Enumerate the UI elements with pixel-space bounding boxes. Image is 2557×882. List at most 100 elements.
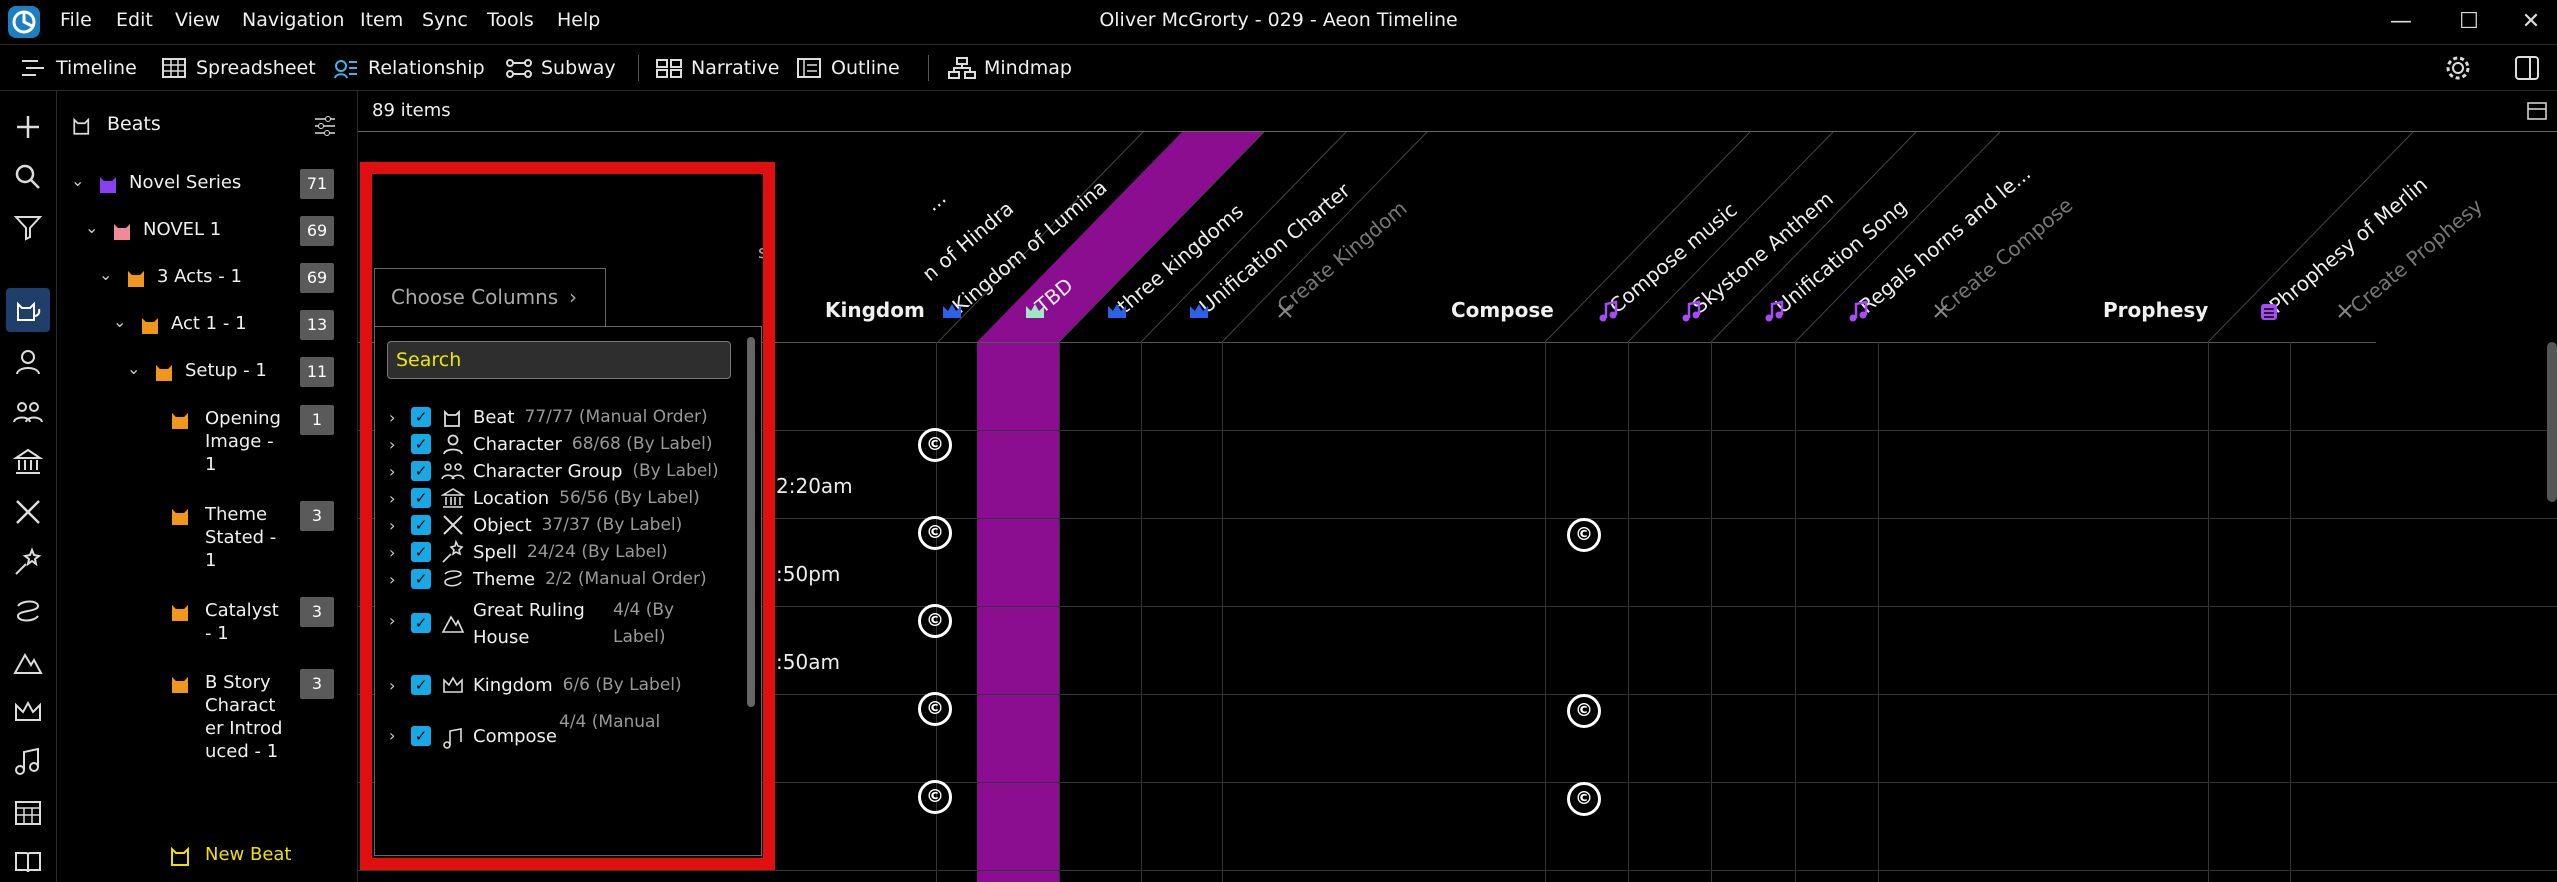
checkbox[interactable]: ✓ — [411, 515, 431, 535]
column-option-location[interactable]: › ✓ Location 56/56 (By Label) — [389, 486, 700, 510]
checkbox[interactable]: ✓ — [411, 461, 431, 481]
chevron-right-icon[interactable]: › — [389, 434, 396, 454]
panel-scrollbar[interactable] — [747, 337, 755, 707]
copyright-icon[interactable]: © — [918, 780, 952, 814]
column-header-prophesy[interactable]: Prophesy — [2103, 298, 2209, 322]
column-option-character-group[interactable]: › ✓ Character Group (By Label) — [389, 459, 719, 483]
chevron-right-icon[interactable]: › — [389, 726, 396, 745]
copyright-icon[interactable]: © — [918, 692, 952, 726]
character-group-icon[interactable] — [12, 396, 44, 428]
book-icon[interactable] — [12, 846, 44, 878]
chevron-right-icon[interactable]: › — [389, 488, 396, 508]
object-swords-icon[interactable] — [12, 496, 44, 528]
chevron-down-icon[interactable]: ⌄ — [99, 265, 113, 284]
view-relationship-button[interactable]: Relationship — [332, 53, 485, 83]
view-mindmap-button[interactable]: Mindmap — [948, 53, 1072, 83]
chevron-right-icon[interactable]: › — [389, 515, 396, 535]
chevron-down-icon[interactable]: ⌄ — [113, 312, 127, 331]
copyright-icon[interactable]: © — [1567, 782, 1601, 816]
checkbox[interactable]: ✓ — [411, 569, 431, 589]
chevron-down-icon[interactable]: ⌄ — [127, 359, 141, 378]
menu-sync[interactable]: Sync — [422, 9, 468, 31]
column-option-character[interactable]: › ✓ Character 68/68 (By Label) — [389, 432, 713, 456]
theme-icon[interactable] — [12, 596, 44, 628]
maximize-button[interactable]: ☐ — [2459, 9, 2479, 34]
minimize-button[interactable]: — — [2390, 9, 2412, 34]
compose-music-icon[interactable] — [12, 746, 44, 778]
tree-item-3-acts[interactable]: ⌄ 3 Acts - 1 — [99, 265, 242, 289]
chevron-down-icon[interactable]: ⌄ — [85, 218, 99, 237]
view-subway-button[interactable]: Subway — [505, 53, 616, 83]
character-icon[interactable] — [12, 346, 44, 378]
chevron-down-icon[interactable]: ⌄ — [71, 171, 85, 190]
menu-navigation[interactable]: Navigation — [242, 9, 345, 31]
menu-view[interactable]: View — [175, 9, 221, 31]
copyright-icon[interactable]: © — [918, 428, 952, 462]
column-option-beat[interactable]: › ✓ Beat 77/77 (Manual Order) — [389, 405, 708, 429]
copyright-icon[interactable]: © — [1567, 694, 1601, 728]
menu-tools[interactable]: Tools — [487, 9, 534, 31]
checkbox[interactable]: ✓ — [411, 434, 431, 454]
tree-item-opening-image[interactable]: Opening Image - 1 — [169, 407, 299, 476]
copyright-icon[interactable]: © — [918, 516, 952, 550]
column-header-kingdom[interactable]: Kingdom — [825, 298, 925, 322]
checkbox[interactable]: ✓ — [411, 542, 431, 562]
column-option-compose[interactable]: › ✓ Compose 4/4 (Manual — [389, 712, 660, 750]
view-outline-button[interactable]: Outline — [795, 53, 900, 83]
chevron-right-icon[interactable]: › — [389, 569, 396, 589]
choose-columns-button[interactable]: Choose Columns › — [374, 268, 606, 326]
tree-item-new-beat[interactable]: New Beat — [169, 843, 349, 867]
kingdom-crown-icon[interactable] — [12, 696, 44, 728]
chevron-right-icon[interactable]: › — [389, 675, 396, 695]
tree-item-novel-series[interactable]: ⌄ Novel Series — [71, 171, 241, 195]
tree-item-b-story[interactable]: B Story Character Introduced - 1 — [169, 671, 299, 763]
column-option-object[interactable]: › ✓ Object 37/37 (By Label) — [389, 513, 682, 537]
column-option-theme[interactable]: › ✓ Theme 2/2 (Manual Order) — [389, 567, 707, 591]
checkbox[interactable]: ✓ — [411, 613, 431, 633]
tree-item-theme-stated[interactable]: Theme Stated - 1 — [169, 503, 299, 572]
view-spreadsheet-button[interactable]: Spreadsheet — [160, 53, 316, 83]
tree-item-setup-1[interactable]: ⌄ Setup - 1 — [127, 359, 267, 383]
menu-help[interactable]: Help — [557, 9, 601, 31]
spell-icon[interactable] — [12, 546, 44, 578]
column-option-kingdom[interactable]: › ✓ Kingdom 6/6 (By Label) — [389, 673, 682, 697]
vertical-scrollbar[interactable] — [2547, 342, 2557, 502]
column-search-input[interactable] — [387, 341, 731, 379]
ruling-house-icon[interactable] — [12, 646, 44, 678]
checkbox[interactable]: ✓ — [411, 726, 431, 746]
column-option-spell[interactable]: › ✓ Spell 24/24 (By Label) — [389, 540, 668, 564]
chevron-right-icon[interactable]: › — [389, 461, 396, 481]
filter-icon[interactable] — [12, 211, 44, 243]
tree-item-act-1[interactable]: ⌄ Act 1 - 1 — [113, 312, 247, 336]
chevron-right-icon[interactable]: › — [389, 542, 396, 562]
view-timeline-button[interactable]: Timeline — [20, 53, 137, 83]
menu-edit[interactable]: Edit — [116, 9, 153, 31]
checkbox[interactable]: ✓ — [411, 407, 431, 427]
checkbox[interactable]: ✓ — [411, 488, 431, 508]
menu-item[interactable]: Item — [360, 9, 404, 31]
panel-toggle-icon[interactable] — [2526, 101, 2548, 121]
column-option-great-ruling-house[interactable]: › ✓ Great Ruling House 4/4 (By Label) — [389, 597, 693, 651]
copyright-icon[interactable]: © — [918, 604, 952, 638]
location-icon[interactable] — [12, 446, 44, 478]
search-icon[interactable] — [12, 161, 44, 193]
view-narrative-button[interactable]: Narrative — [655, 53, 779, 83]
column-header-compose[interactable]: Compose — [1451, 298, 1554, 322]
chevron-right-icon[interactable]: › — [389, 407, 396, 427]
chevron-right-icon[interactable]: › — [389, 611, 396, 630]
close-button[interactable]: ✕ — [2521, 9, 2541, 34]
sidebar-options-icon[interactable] — [312, 113, 338, 139]
tree-item-novel-1[interactable]: ⌄ NOVEL 1 — [85, 218, 221, 242]
sidebar-toggle-icon[interactable] — [2513, 54, 2541, 82]
settings-gear-icon[interactable] — [2444, 54, 2472, 82]
checkbox[interactable]: ✓ — [411, 675, 431, 695]
beat-cat-icon[interactable] — [12, 294, 44, 326]
copyright-icon[interactable]: © — [1567, 518, 1601, 552]
view-subway-label: Subway — [541, 57, 616, 79]
calendar-icon[interactable] — [12, 796, 44, 828]
add-icon[interactable] — [12, 111, 44, 143]
beat-cat-icon — [172, 509, 188, 525]
tree-item-catalyst[interactable]: Catalyst - 1 — [169, 599, 299, 645]
view-toolbar: Timeline Spreadsheet Relationship Subway… — [0, 45, 2557, 91]
menu-file[interactable]: File — [60, 9, 92, 31]
